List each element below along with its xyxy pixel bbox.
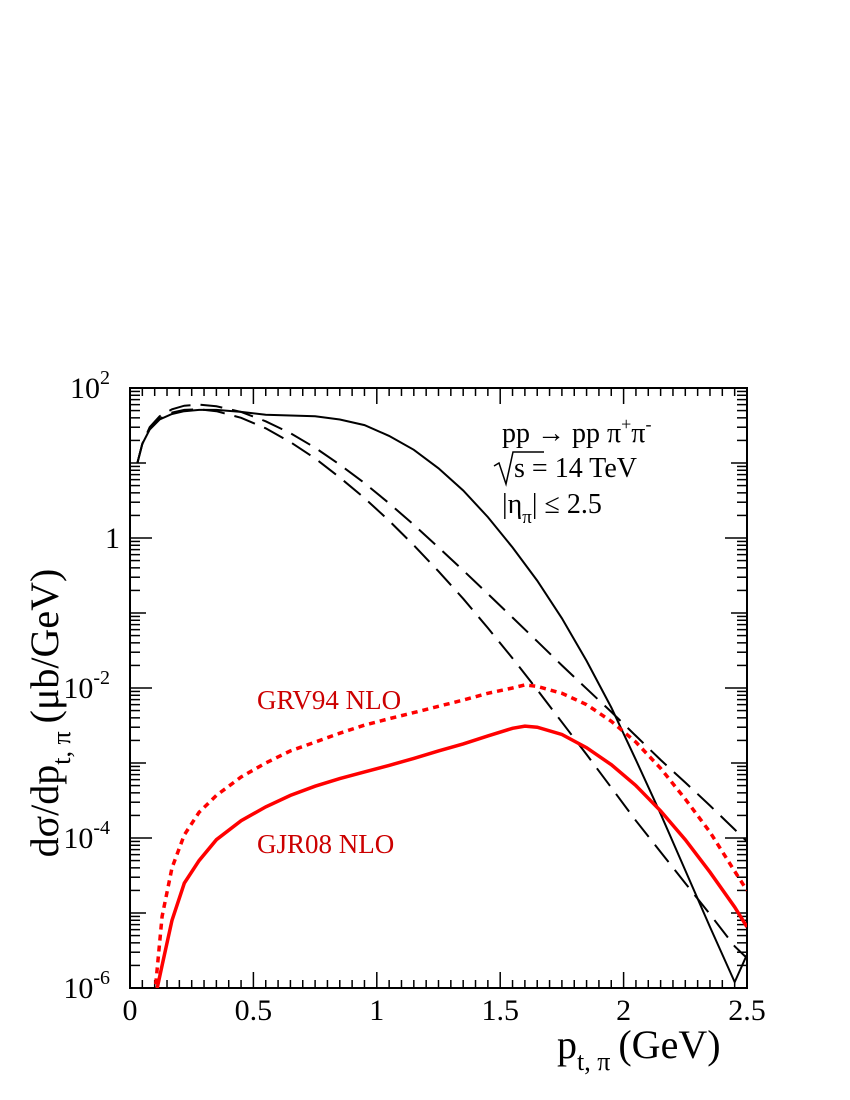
y-tick-label: 102 <box>70 367 110 405</box>
x-tick-label: 0 <box>123 994 138 1027</box>
energy-annotation: s = 14 TeV <box>514 453 637 484</box>
x-tick-label: 2 <box>616 994 631 1027</box>
x-tick-label: 1 <box>369 994 384 1027</box>
y-tick-label: 10-4 <box>63 817 110 855</box>
series-line-4 <box>155 724 747 988</box>
axis-tick-labels: 0 0.5 1 1.5 2 2.5 10-6 10-4 10-2 1 102 <box>63 367 765 1027</box>
plot-frame <box>129 387 748 989</box>
axis-ticks <box>129 387 748 989</box>
y-axis-title: dσ/dpt, π(μb/GeV) <box>22 569 76 858</box>
y-tick-label: 10-2 <box>63 667 110 705</box>
x-axis-title: pt, π (GeV) <box>557 1022 721 1076</box>
annotation-block: pp → pp π+π- s = 14 TeV |ηπ| ≤ 2.5 <box>493 414 651 528</box>
x-tick-label: 1.5 <box>481 994 519 1027</box>
series-label-gjr08: GJR08 NLO <box>257 829 394 859</box>
eta-annotation: |ηπ| ≤ 2.5 <box>502 489 602 528</box>
process-annotation: pp → pp π+π- <box>502 414 651 449</box>
series-line-3 <box>153 683 747 988</box>
series-label-grv94: GRV94 NLO <box>257 685 401 715</box>
y-tick-label: 10-6 <box>63 967 110 1005</box>
series-line-2 <box>136 408 747 959</box>
series-line-1 <box>136 403 747 843</box>
series-line-0 <box>136 408 747 985</box>
y-tick-label: 1 <box>105 522 120 555</box>
series-group <box>136 403 747 988</box>
x-tick-label: 2.5 <box>728 994 766 1027</box>
sqrt-sign <box>493 451 544 487</box>
x-tick-label: 0.5 <box>235 994 273 1027</box>
